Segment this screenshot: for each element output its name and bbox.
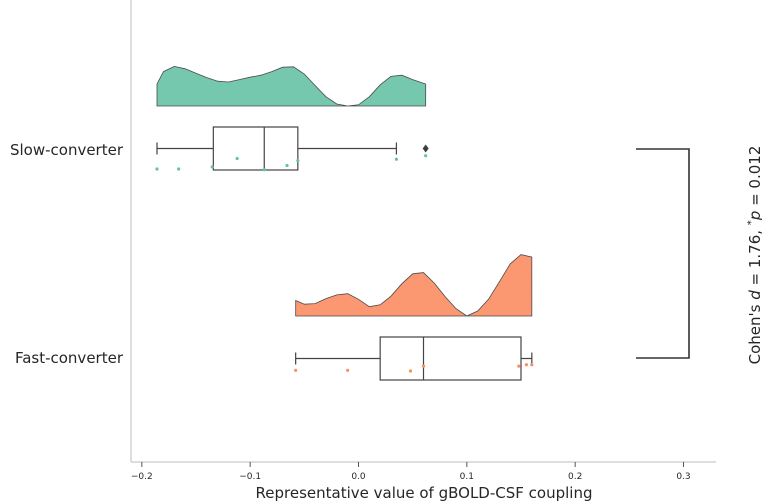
x-tick-label: 0.0: [351, 472, 366, 482]
x-axis-label: Representative value of gBOLD-CSF coupli…: [256, 484, 593, 501]
significance-bracket: [636, 148, 690, 359]
rain-point: [177, 167, 181, 171]
annotation-d-value: = 1.76,: [746, 225, 762, 290]
annotation-star: *: [746, 220, 757, 225]
rain-point: [346, 368, 350, 372]
annotation-prefix: Cohen's: [746, 300, 762, 365]
outlier-marker: [422, 144, 429, 153]
rain-point: [394, 157, 399, 161]
rain-point: [524, 363, 529, 367]
density-cloud: [156, 65, 427, 107]
rain-point: [421, 364, 426, 368]
x-tick-label: 0.1: [460, 472, 474, 482]
annotation-p-value: = 0.012: [746, 146, 762, 211]
annotation-d-symbol: d: [746, 290, 762, 300]
category-label-fast: Fast-converter: [15, 349, 124, 367]
x-tick-label: 0.3: [676, 472, 690, 482]
density-cloud: [295, 254, 533, 317]
plot-area: [155, 65, 534, 381]
rain-point: [408, 369, 413, 373]
rain-point: [210, 165, 214, 169]
category-label-slow: Slow-converter: [10, 141, 124, 159]
annotation-p-symbol: p: [746, 211, 762, 222]
rain-point: [517, 364, 521, 368]
rain-point: [424, 154, 428, 158]
rain-point: [530, 363, 534, 367]
rain-point: [235, 156, 239, 161]
group-1: [294, 254, 534, 381]
x-tick-label: 0.2: [568, 472, 582, 482]
rain-point: [285, 163, 289, 168]
rain-point: [296, 159, 300, 163]
x-ticks: −0.2 −0.1 0.0 0.1 0.2 0.3: [131, 462, 691, 482]
box-iqr: [212, 126, 299, 171]
rain-point: [262, 168, 266, 172]
effect-size-annotation: Cohen's d = 1.76, *p = 0.012: [746, 146, 762, 365]
x-tick-label: −0.2: [131, 472, 153, 482]
group-0: [155, 65, 429, 172]
rain-point: [294, 368, 298, 372]
x-tick-label: −0.1: [239, 472, 261, 482]
box-iqr: [379, 336, 522, 381]
rain-point: [155, 167, 159, 171]
bracket-line: [636, 148, 690, 359]
